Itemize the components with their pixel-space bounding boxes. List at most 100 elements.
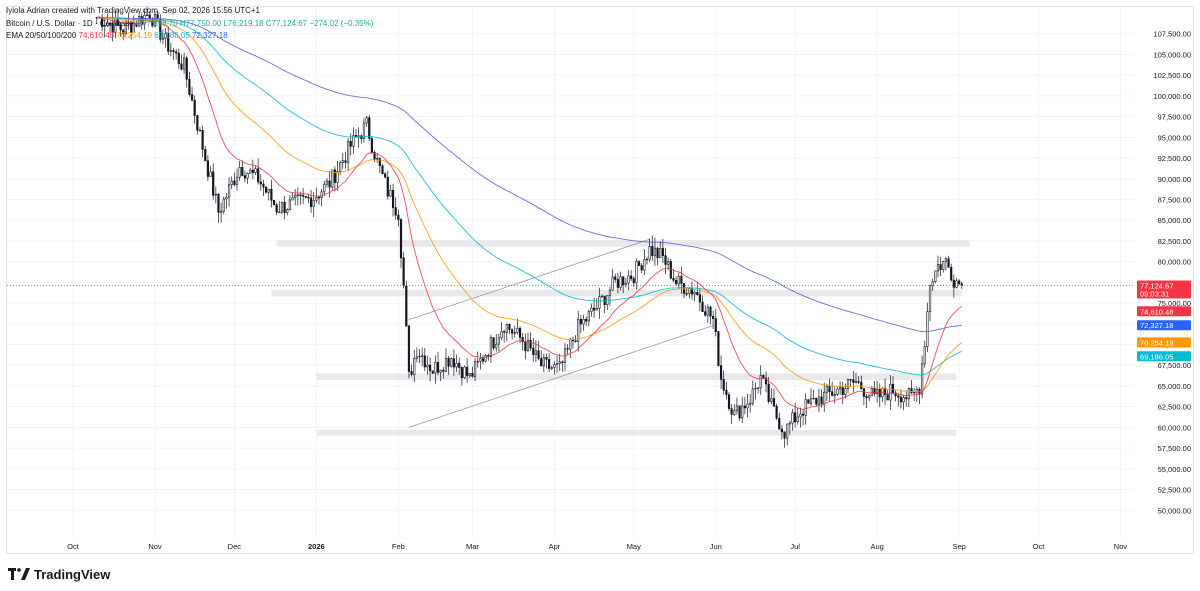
price-chart[interactable]: 50,000.00 52,500.00 55,000.00 57,500.00 60,0… xyxy=(7,7,1194,554)
price-zone[interactable] xyxy=(316,373,957,381)
candle-body xyxy=(791,412,794,424)
candle-body xyxy=(608,289,612,296)
candle-body xyxy=(780,428,783,433)
price-zone[interactable] xyxy=(271,289,962,297)
ema20-line[interactable] xyxy=(96,16,963,410)
candle-body xyxy=(894,392,897,397)
candle-body xyxy=(661,248,664,256)
ema100-line[interactable] xyxy=(96,16,962,376)
candle-body xyxy=(500,331,503,339)
candle-body xyxy=(955,280,958,288)
channel-lower-line[interactable] xyxy=(408,325,714,428)
price-tick-label: 60,000.00 xyxy=(1158,423,1191,432)
ema50-price-tag-bg xyxy=(1137,337,1191,348)
candle-body xyxy=(206,160,209,177)
price-tick-label: 105,000.00 xyxy=(1153,50,1191,59)
candle-body xyxy=(762,375,765,379)
candle-body xyxy=(854,381,858,383)
time-tick-label: Nov xyxy=(148,542,162,551)
ohlc-values: O77,398.70 H77,750.00 L76,219.18 C77,124… xyxy=(135,19,374,28)
candle-body xyxy=(410,371,413,375)
candle-body xyxy=(767,383,770,402)
candle-body xyxy=(614,276,617,280)
candle-body xyxy=(944,258,947,262)
candle-body xyxy=(423,355,426,368)
candle-body xyxy=(645,258,649,261)
time-tick-label: May xyxy=(627,542,641,551)
candle-body xyxy=(431,370,434,374)
symbol-name[interactable]: Bitcoin / U.S. Dollar · 1D · Coinbase xyxy=(6,19,134,28)
candle-body xyxy=(257,168,260,183)
ema50-line[interactable] xyxy=(96,16,963,393)
candle-body xyxy=(177,52,180,65)
candle-body xyxy=(230,180,233,186)
candle-body xyxy=(653,247,657,257)
symbol-row[interactable]: Bitcoin / U.S. Dollar · 1D · Coinbase O7… xyxy=(6,19,373,29)
candle-body xyxy=(484,355,487,362)
candle-body xyxy=(775,405,778,419)
candle-body xyxy=(907,388,910,400)
candle-body xyxy=(786,423,789,439)
candle-body xyxy=(341,160,344,163)
candle-body xyxy=(616,279,619,288)
ema200-price-tag-bg xyxy=(1137,320,1191,331)
candle-body xyxy=(942,261,945,270)
candle-body xyxy=(262,183,265,188)
price-tick-label: 52,500.00 xyxy=(1158,486,1191,495)
candle-body xyxy=(897,395,900,398)
candle-body xyxy=(294,194,297,198)
candle-body xyxy=(405,285,408,327)
candle-body xyxy=(227,184,231,198)
ema-legend-row[interactable]: EMA 20/50/100/200 74,610.48 70,254.19 69… xyxy=(6,31,373,41)
candle-body xyxy=(365,117,368,124)
candle-body xyxy=(516,327,519,333)
price-zone[interactable] xyxy=(316,429,957,436)
ema-label[interactable]: EMA 20/50/100/200 xyxy=(6,31,77,40)
candle-body xyxy=(868,395,871,399)
candle-body xyxy=(122,29,125,34)
candle-body xyxy=(831,391,834,396)
ema50-value: 70,254.19 xyxy=(116,31,152,40)
support-resistance-zones xyxy=(271,240,970,436)
ema20-price-tag: 74,610.48 xyxy=(1140,307,1173,316)
chart-frame[interactable]: 50,000.00 52,500.00 55,000.00 57,500.00 60,0… xyxy=(6,6,1194,554)
candle-body xyxy=(436,362,440,373)
candle-body xyxy=(278,211,281,214)
candle-body xyxy=(754,387,757,390)
candle-body xyxy=(801,413,805,416)
price-tick-label: 102,500.00 xyxy=(1153,71,1191,80)
ema200-line[interactable] xyxy=(96,16,962,333)
candle-body xyxy=(772,398,776,407)
candle-body xyxy=(421,355,424,357)
price-zone[interactable] xyxy=(276,240,970,247)
candle-body xyxy=(926,311,929,347)
candle-body xyxy=(429,364,432,372)
candle-body xyxy=(643,259,646,271)
brand-footer[interactable]: TradingView xyxy=(8,566,110,582)
candle-body xyxy=(376,158,379,160)
channel-upper-line[interactable] xyxy=(408,238,650,321)
candle-body xyxy=(497,337,500,345)
candle-body xyxy=(145,14,149,16)
candle-body xyxy=(939,264,942,270)
candle-body xyxy=(399,219,403,259)
candle-body xyxy=(799,413,802,418)
ema100-price-tag: 69,186.05 xyxy=(1140,352,1173,361)
time-tick-label: Jun xyxy=(710,542,722,551)
candle-body xyxy=(825,386,828,393)
candle-body xyxy=(696,292,699,295)
candle-body xyxy=(217,193,220,213)
candle-body xyxy=(746,403,749,409)
candle-body xyxy=(849,379,852,381)
candle-body xyxy=(233,180,236,185)
candle-body xyxy=(569,339,572,350)
candle-body xyxy=(175,51,178,54)
candle-body xyxy=(841,387,844,395)
candle-body xyxy=(921,363,924,395)
ema20-price-tag-bg xyxy=(1137,306,1191,317)
candle-body xyxy=(489,337,493,357)
candle-body xyxy=(902,397,905,403)
candle-body xyxy=(714,318,717,332)
candle-body xyxy=(413,358,416,375)
candle-body xyxy=(212,171,215,196)
